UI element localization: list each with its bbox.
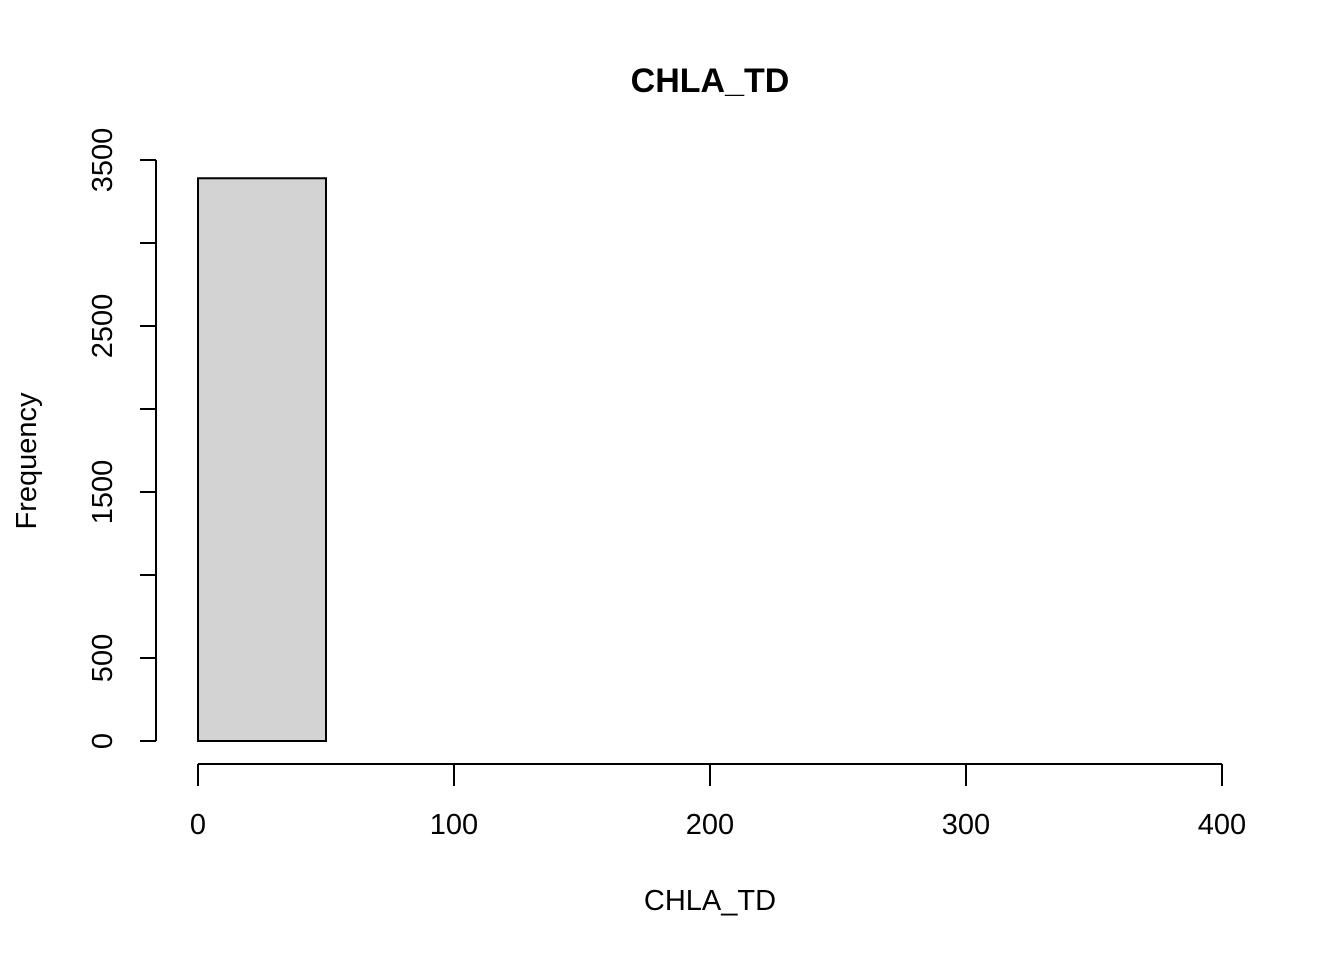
bars-group xyxy=(197,177,327,742)
x-tick-label: 300 xyxy=(942,809,990,841)
y-tick-label: 0 xyxy=(87,733,119,749)
y-axis: 0 500 1500 2500 3500 xyxy=(87,128,157,749)
x-tick-label: 0 xyxy=(190,809,206,841)
y-tick-label: 3500 xyxy=(87,128,119,193)
histogram-bar xyxy=(197,177,327,742)
y-tick-label: 500 xyxy=(87,634,119,682)
x-tick-label: 400 xyxy=(1198,809,1246,841)
x-tick-label: 200 xyxy=(686,809,734,841)
y-axis-label: Frequency xyxy=(11,392,43,530)
chart-title: CHLA_TD xyxy=(631,62,790,100)
x-tick-label: 100 xyxy=(430,809,478,841)
x-axis: 0 100 200 300 400 xyxy=(190,763,1246,841)
y-tick-label: 2500 xyxy=(87,294,119,359)
y-tick-label: 1500 xyxy=(87,460,119,525)
x-axis-label: CHLA_TD xyxy=(644,885,776,917)
